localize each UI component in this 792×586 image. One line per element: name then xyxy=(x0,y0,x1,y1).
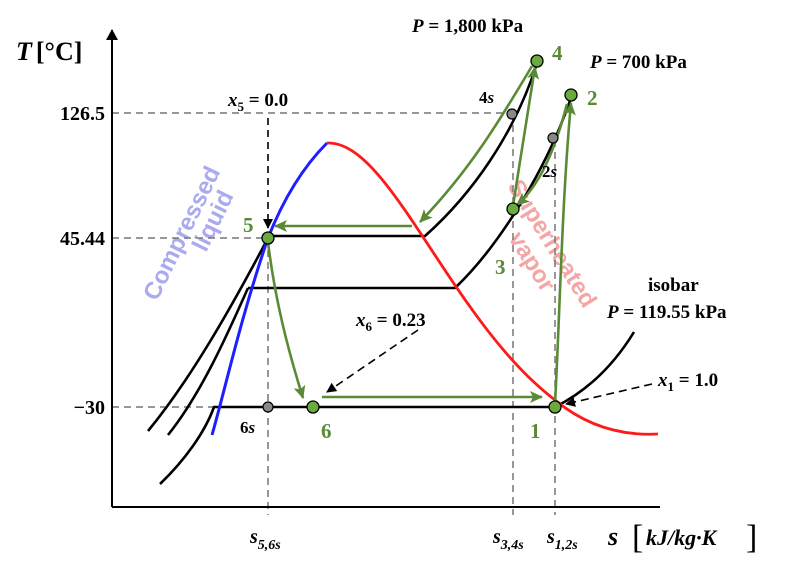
isobar-mid-liquid xyxy=(166,287,250,436)
state-2s-point xyxy=(547,132,559,144)
isobar-label: isobar xyxy=(648,275,699,296)
quality-x5-label: x5 = 0.0 xyxy=(227,90,288,114)
saturated-liquid-line xyxy=(210,141,329,436)
y-tick-126: 126.5 xyxy=(60,103,105,125)
arrow-3-4 xyxy=(511,66,540,207)
state-5-label: 5 xyxy=(243,213,254,237)
x1-pointer xyxy=(565,383,653,407)
quality-x1-label: x1 = 1.0 xyxy=(657,370,718,394)
state-4s-point xyxy=(506,108,518,120)
state-6-label: 6 xyxy=(321,419,332,443)
guide-lines xyxy=(112,112,556,515)
x-axis-bracket-right: ] xyxy=(746,519,757,556)
y-tick-labels: 126.5 45.44 −30 xyxy=(60,103,105,419)
arrow-5-6 xyxy=(266,241,306,399)
state-4-label: 4 xyxy=(552,41,563,65)
x-axis-symbol: s xyxy=(607,522,618,551)
x-axis-label: s [ kJ/kg·K ] xyxy=(607,519,757,556)
state-4s-label: 4s xyxy=(479,88,495,107)
state-labels: 1 2 3 4 5 6 xyxy=(243,41,598,443)
pressure-mid-label: P = 700 kPa xyxy=(589,52,687,73)
quality-x6-label: x6 = 0.23 xyxy=(355,310,426,334)
x-tick-s56: s5,6s xyxy=(249,526,281,553)
superheated-vapor-label: Superheated vapor xyxy=(502,175,602,313)
state-6s-label: 6s xyxy=(240,418,256,437)
state-5-point xyxy=(261,231,275,245)
state-6-point xyxy=(306,400,320,414)
arrow-2-3 xyxy=(516,103,569,206)
y-tick-minus30: −30 xyxy=(74,397,105,419)
state-3-point xyxy=(506,202,520,216)
y-tick-45: 45.44 xyxy=(60,228,105,250)
x6-pointer xyxy=(326,329,419,393)
pressure-high-label: P = 1,800 kPa xyxy=(411,16,524,37)
state-3-label: 3 xyxy=(495,255,506,279)
isobar-high-1800 xyxy=(268,59,540,238)
isobar-high-liquid xyxy=(146,237,270,432)
state-6s-point xyxy=(262,401,274,413)
saturated-vapor-line xyxy=(326,141,659,436)
isobar-low-119 xyxy=(159,331,636,485)
state-2s-label: 2s xyxy=(542,162,558,181)
arrow-1-2 xyxy=(553,102,576,405)
state-1-label: 1 xyxy=(530,419,541,443)
compressed-liquid-label: Compressed liquid xyxy=(138,162,239,305)
state-2-label: 2 xyxy=(587,86,598,110)
x-axis-bracket-left: [ xyxy=(632,519,643,556)
y-axis-label: T [°C] xyxy=(16,37,82,66)
pressure-low-label: P = 119.55 kPa xyxy=(606,302,727,323)
state-4-point xyxy=(530,54,544,68)
arrow-4-cond xyxy=(419,65,534,223)
x-tick-labels: s5,6s s3,4s s1,2s xyxy=(249,526,578,553)
x-tick-s34: s3,4s xyxy=(492,526,524,553)
x-tick-s12: s1,2s xyxy=(546,526,578,553)
state-points xyxy=(261,54,578,414)
process-arrows xyxy=(266,65,576,405)
state-1-point xyxy=(548,400,562,414)
state-2-point xyxy=(564,88,578,102)
x-axis-unit: kJ/kg·K xyxy=(646,525,718,550)
